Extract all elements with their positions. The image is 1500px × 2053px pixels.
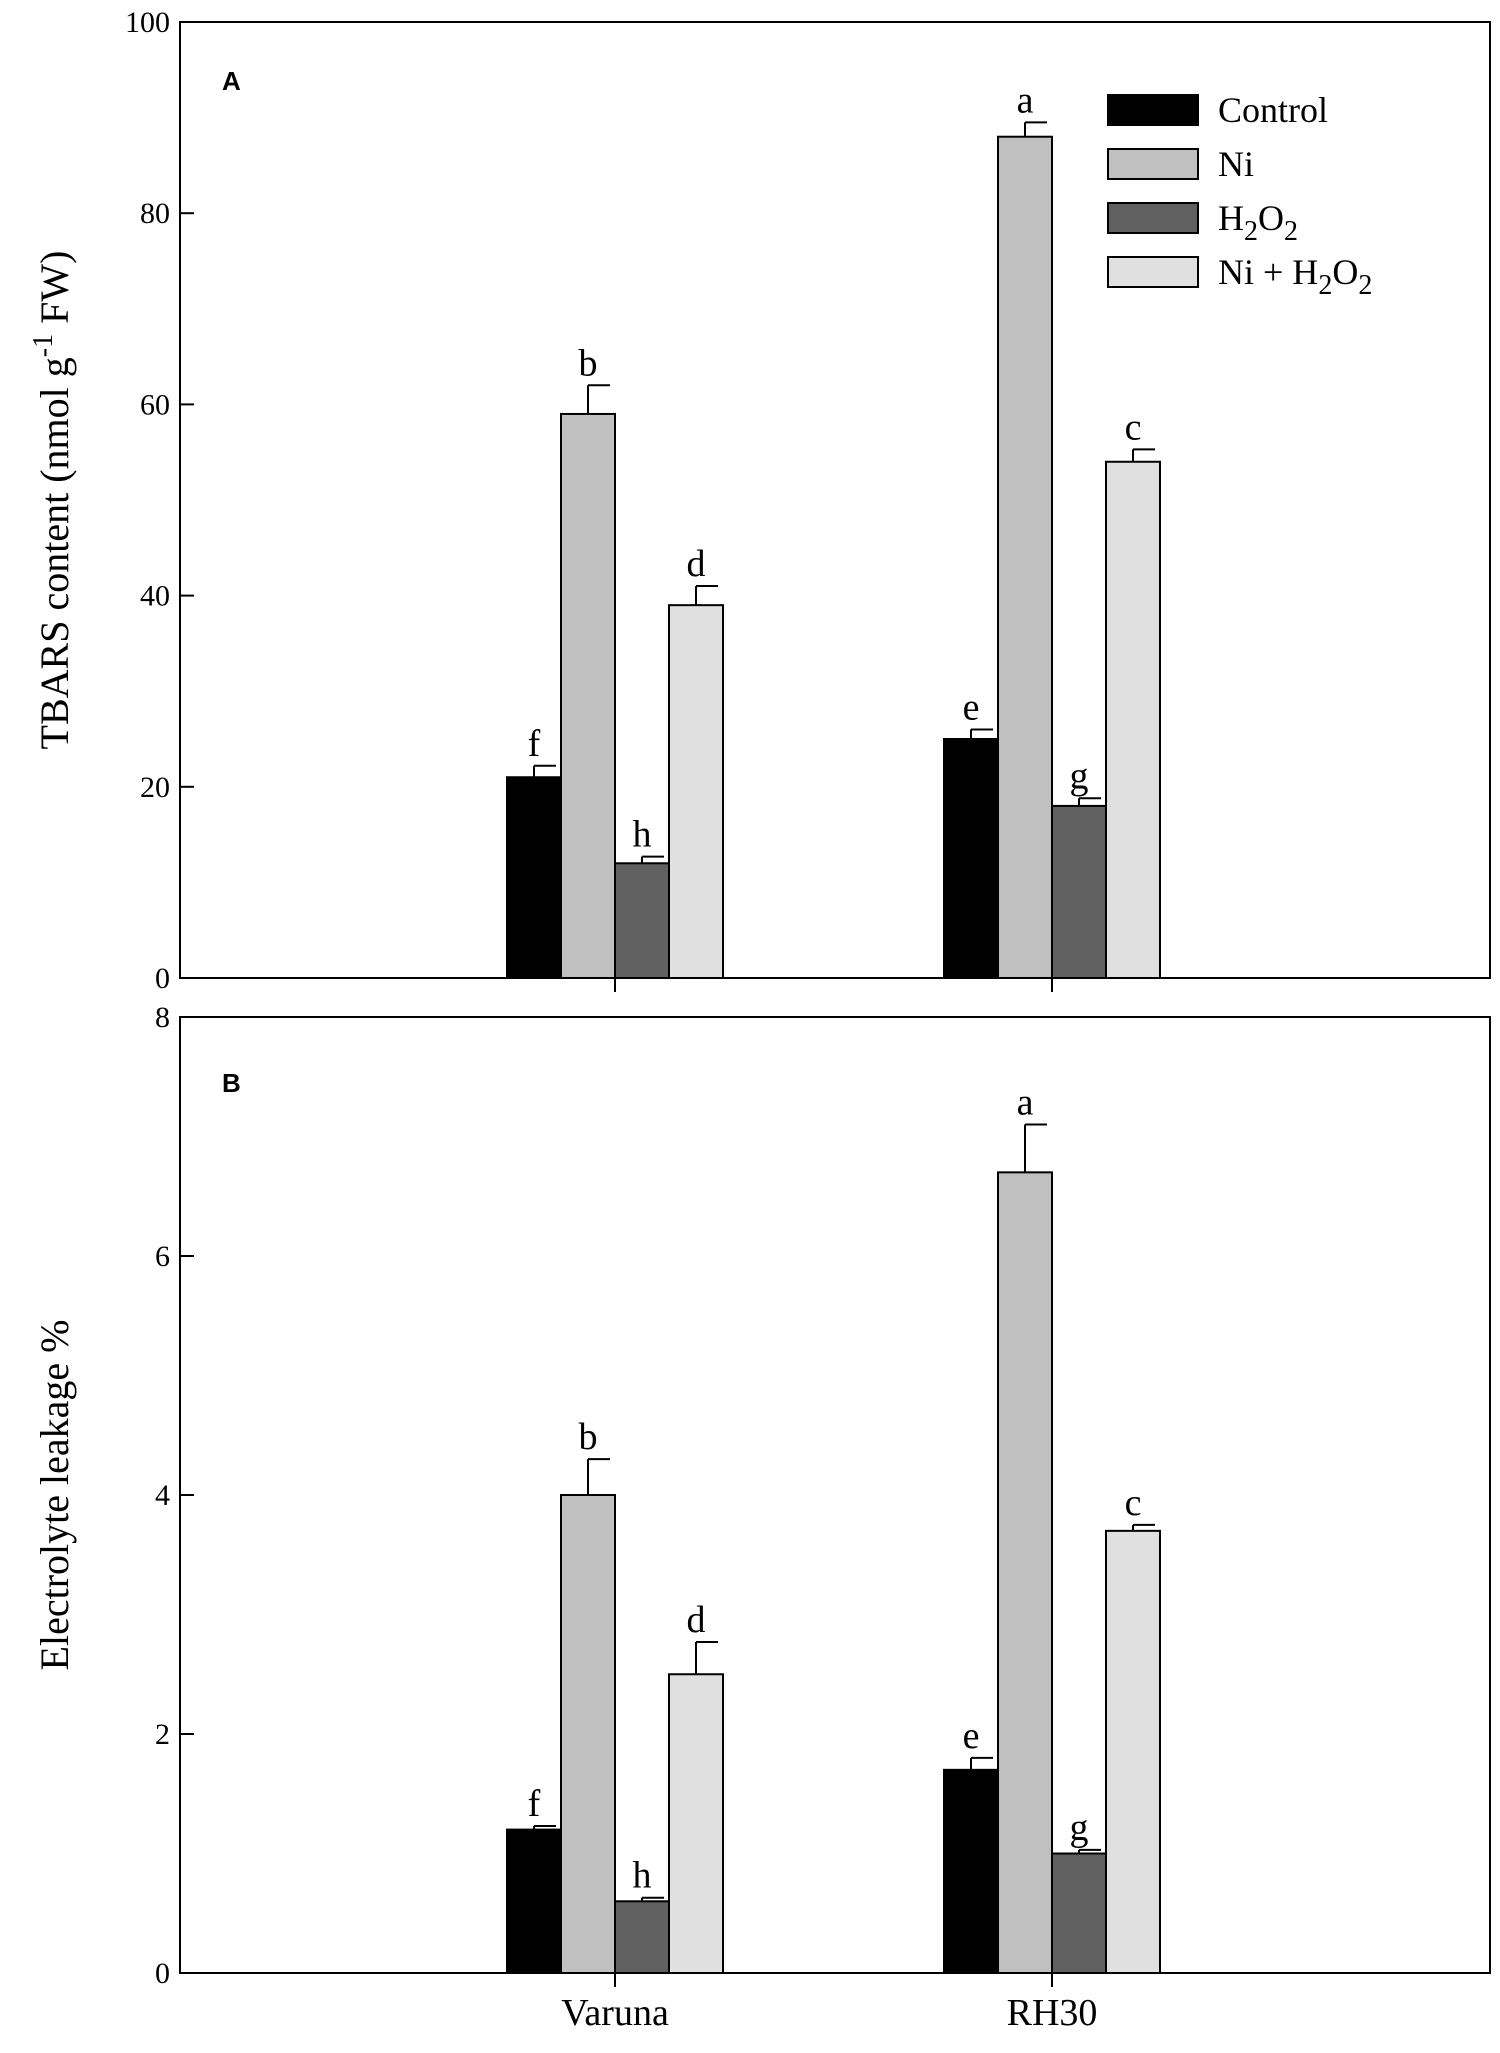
bar	[560, 412, 616, 979]
bar	[997, 135, 1053, 980]
significance-letter: f	[528, 1783, 541, 1825]
legend-label-subscript: 2	[1358, 270, 1372, 301]
bar	[506, 776, 562, 979]
bar	[560, 1494, 616, 1974]
legend-label-subscript: 2	[1244, 216, 1258, 247]
bar	[614, 1900, 670, 1975]
legend-swatch	[1107, 148, 1199, 180]
plot-frame	[179, 21, 1491, 979]
significance-letter: b	[579, 342, 598, 384]
x-tick-label: Varuna	[561, 1992, 669, 2034]
legend-label-base: Ni + H	[1218, 252, 1318, 292]
legend-label-subscript: 2	[1318, 270, 1332, 301]
legend-label-base: H	[1218, 198, 1244, 238]
legend-label-subscript: 2	[1284, 216, 1298, 247]
y-tick-label: 0	[155, 962, 170, 995]
legend-label: Control	[1218, 90, 1328, 130]
significance-letter: g	[1070, 1807, 1089, 1849]
significance-letter: d	[687, 543, 706, 585]
significance-letter: d	[687, 1599, 706, 1641]
legend-swatch	[1107, 202, 1199, 234]
bar	[1051, 1852, 1107, 1974]
panel-letter: A	[222, 66, 241, 96]
panel-a: 0 20 40 60 80 100 TBARS content (nmol g-1 FW) A…	[28, 6, 1491, 995]
legend-label-mid: O	[1258, 198, 1284, 238]
significance-letter: h	[633, 814, 652, 856]
significance-letter: f	[528, 723, 541, 765]
y-tick-label: 6	[155, 1240, 170, 1273]
significance-letter: e	[963, 1715, 980, 1757]
y-axis-label-main: TBARS content (nmol g	[32, 357, 77, 749]
y-axis-label-tail: FW)	[32, 251, 77, 334]
y-tick-label: 80	[140, 197, 170, 230]
bar	[668, 1673, 724, 1974]
legend-label: H2O2	[1218, 198, 1298, 247]
y-axis-label: Electrolyte leakage %	[32, 1320, 77, 1671]
y-tick-label: 40	[140, 580, 170, 613]
significance-letter: b	[579, 1416, 598, 1458]
y-tick-label: 100	[125, 6, 170, 39]
significance-letter: g	[1070, 755, 1089, 797]
bar	[997, 1171, 1053, 1974]
y-tick-label: 60	[140, 388, 170, 421]
legend-label-mid: O	[1332, 252, 1358, 292]
y-axis-label-main: Electrolyte leakage %	[32, 1320, 77, 1671]
significance-letter: c	[1125, 406, 1142, 448]
plot-frame	[179, 1016, 1491, 1974]
bar	[614, 862, 670, 980]
panel-b: 0 2 4 6 8 Varuna RH30 Electrolyte leakage % Bf e b…	[32, 1001, 1491, 2034]
significance-letter: c	[1125, 1482, 1142, 1524]
y-tick-label: 20	[140, 771, 170, 804]
significance-letter: a	[1017, 1082, 1034, 1124]
y-axis-label-superscript: -1	[28, 334, 59, 357]
y-tick-label: 8	[155, 1001, 170, 1034]
y-axis-label: TBARS content (nmol g-1 FW)	[28, 251, 77, 750]
bar	[1105, 1529, 1161, 1974]
x-tick-label: RH30	[1007, 1992, 1098, 2034]
y-tick-label: 2	[155, 1718, 170, 1751]
bar	[943, 738, 999, 979]
significance-letter: e	[963, 686, 980, 728]
bar	[668, 604, 724, 979]
bar	[1105, 460, 1161, 979]
significance-letter: h	[633, 1855, 652, 1897]
bar	[943, 1768, 999, 1974]
legend-swatch	[1107, 256, 1199, 288]
legend-label: Ni	[1218, 144, 1254, 184]
panel-letter: B	[222, 1068, 241, 1098]
legend-label: Ni + H2O2	[1218, 252, 1372, 301]
y-tick-label: 0	[155, 1957, 170, 1990]
significance-letter: a	[1017, 79, 1034, 121]
bar	[506, 1828, 562, 1974]
bar	[1051, 804, 1107, 979]
y-tick-label: 4	[155, 1479, 170, 1512]
legend-swatch	[1107, 94, 1199, 126]
